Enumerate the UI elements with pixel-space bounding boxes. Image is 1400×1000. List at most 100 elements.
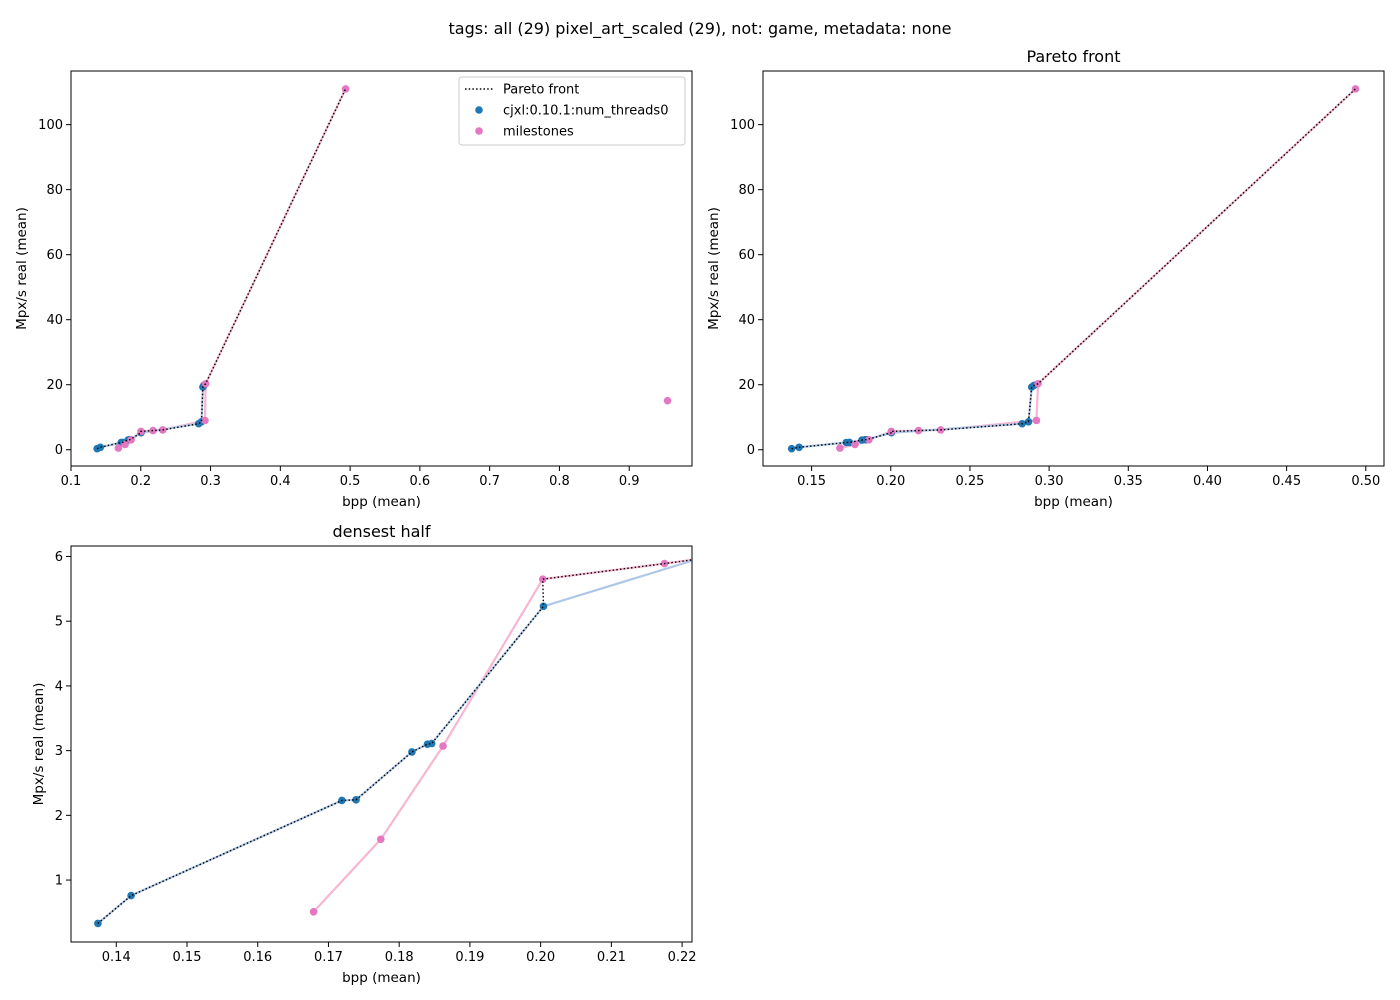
x-tick-label: 0.50: [1351, 474, 1380, 489]
milestone-point: [836, 444, 844, 452]
cjxl-point: [408, 748, 416, 756]
x-tick-label: 0.30: [1035, 474, 1064, 489]
y-tick-label: 40: [46, 313, 63, 328]
cjxl-point: [127, 891, 135, 900]
x-tick-label: 0.35: [1114, 474, 1143, 489]
cjxl-point: [94, 919, 102, 928]
y-axis-label: Mpx/s real (mean): [31, 683, 47, 806]
cjxl-line: [96, 384, 205, 450]
x-tick-label: 0.3: [200, 474, 221, 489]
x-axis-label: bpp (mean): [1034, 494, 1113, 510]
y-tick-label: 60: [738, 248, 755, 263]
y-tick-label: 0: [55, 443, 63, 458]
figure-suptitle: tags: all (29) pixel_art_scaled (29), no…: [449, 19, 952, 39]
milestone-point: [201, 416, 209, 425]
milestone-point: [538, 575, 547, 583]
y-axis-label: Mpx/s real (mean): [14, 207, 30, 330]
x-tick-label: 0.4: [270, 474, 291, 489]
x-tick-label: 0.6: [410, 474, 431, 489]
milestone-point: [114, 444, 123, 452]
x-tick-label: 0.25: [955, 474, 984, 489]
milestone-point: [1351, 85, 1360, 93]
y-axis-label: Mpx/s real (mean): [706, 207, 722, 330]
milestone-point: [127, 435, 135, 444]
y-tick-label: 100: [730, 118, 755, 133]
pareto-front-line: [96, 88, 347, 450]
x-tick-label: 0.22: [668, 950, 697, 965]
y-tick-label: 2: [55, 809, 63, 824]
x-tick-label: 0.7: [479, 474, 500, 489]
plot-frame: [70, 545, 693, 943]
plot-area: [94, 359, 1196, 928]
cjxl-point: [427, 739, 436, 748]
legend-cjxl-swatch: [475, 106, 483, 114]
x-tick-label: 0.8: [549, 474, 570, 489]
x-tick-label: 0.18: [385, 950, 414, 965]
legend-cjxl-label: cjxl:0.10.1:num_threads0: [503, 104, 668, 119]
milestone-point: [376, 835, 385, 844]
cjxl-point: [1152, 384, 1160, 392]
chart-panel-densest-half: 0.14 0.15 0.16 0.17 0.18 0.19 0.20 0.21 0.221234…: [31, 359, 1196, 986]
y-tick-label: 80: [46, 183, 63, 198]
y-tick-label: 80: [738, 183, 755, 198]
plot-title: Pareto front: [1026, 47, 1120, 66]
x-tick-label: 0.20: [876, 474, 905, 489]
legend-pareto-label: Pareto front: [503, 83, 579, 98]
x-tick-label: 0.14: [102, 950, 131, 965]
x-tick-label: 0.2: [130, 474, 151, 489]
milestone-point: [1032, 416, 1041, 425]
milestone-point: [760, 546, 768, 554]
x-axis-label: bpp (mean): [342, 494, 421, 510]
y-tick-label: 20: [46, 378, 63, 393]
y-tick-label: 3: [55, 744, 63, 759]
chart-panel-pareto-front: 0.15 0.20 0.25 0.30 0.35 0.40 0.45 0.50 0 20 40 60 8…: [706, 47, 1385, 510]
cjxl-line: [791, 384, 1035, 450]
milestone-point: [439, 742, 447, 750]
y-tick-label: 100: [38, 118, 63, 133]
legend-frame: [458, 76, 686, 146]
milestone-point: [851, 440, 859, 449]
x-tick-label: 0.19: [455, 950, 484, 965]
cjxl-point: [96, 443, 105, 452]
milestone-point: [865, 435, 873, 444]
x-tick-label: 0.15: [173, 950, 202, 965]
x-tick-label: 0.15: [797, 474, 826, 489]
plot-area: [787, 85, 1360, 453]
x-tick-label: 0.45: [1272, 474, 1301, 489]
milestone-point: [341, 85, 350, 93]
x-axis-label: bpp (mean): [342, 970, 421, 986]
cjxl-point: [787, 444, 796, 453]
cjxl-point: [1124, 423, 1132, 431]
plot-frame: [762, 70, 1385, 467]
x-tick-label: 0.9: [619, 474, 640, 489]
milestone-point: [1188, 359, 1196, 367]
plot-area: [93, 85, 672, 453]
y-tick-label: 5: [55, 615, 63, 630]
chart-legend: Pareto front cjxl:0.10.1:num_threads0mile…: [458, 76, 686, 146]
pareto-front-line: [791, 88, 1356, 450]
milestone-point: [663, 396, 672, 405]
cjxl-point: [539, 602, 548, 611]
x-tick-label: 0.40: [1193, 474, 1222, 489]
y-tick-label: 0: [747, 443, 755, 458]
x-tick-label: 0.21: [597, 950, 626, 965]
legend-milestones-swatch: [475, 127, 483, 135]
y-tick-label: 40: [738, 313, 755, 328]
pareto-front-line: [97, 559, 692, 924]
y-tick-label: 60: [46, 248, 63, 263]
y-tick-label: 4: [55, 679, 63, 694]
milestones-line: [839, 88, 1357, 450]
y-tick-label: 1: [55, 874, 63, 889]
x-tick-label: 0.20: [526, 950, 555, 965]
y-tick-label: 20: [738, 378, 755, 393]
x-tick-label: 0.1: [61, 474, 82, 489]
milestones-line: [117, 88, 347, 450]
chart-panel-overview: 0.1 0.2 0.3 0.4 0.5 0.6 0.7 0.8 0.9 0 20 40 60 80 100 b…: [14, 70, 693, 510]
x-tick-label: 0.5: [340, 474, 361, 489]
y-tick-label: 6: [55, 550, 63, 565]
milestone-point: [149, 426, 157, 435]
plot-title: densest half: [332, 522, 430, 541]
legend-milestones-label: milestones: [503, 125, 574, 140]
milestone-point: [309, 907, 318, 916]
